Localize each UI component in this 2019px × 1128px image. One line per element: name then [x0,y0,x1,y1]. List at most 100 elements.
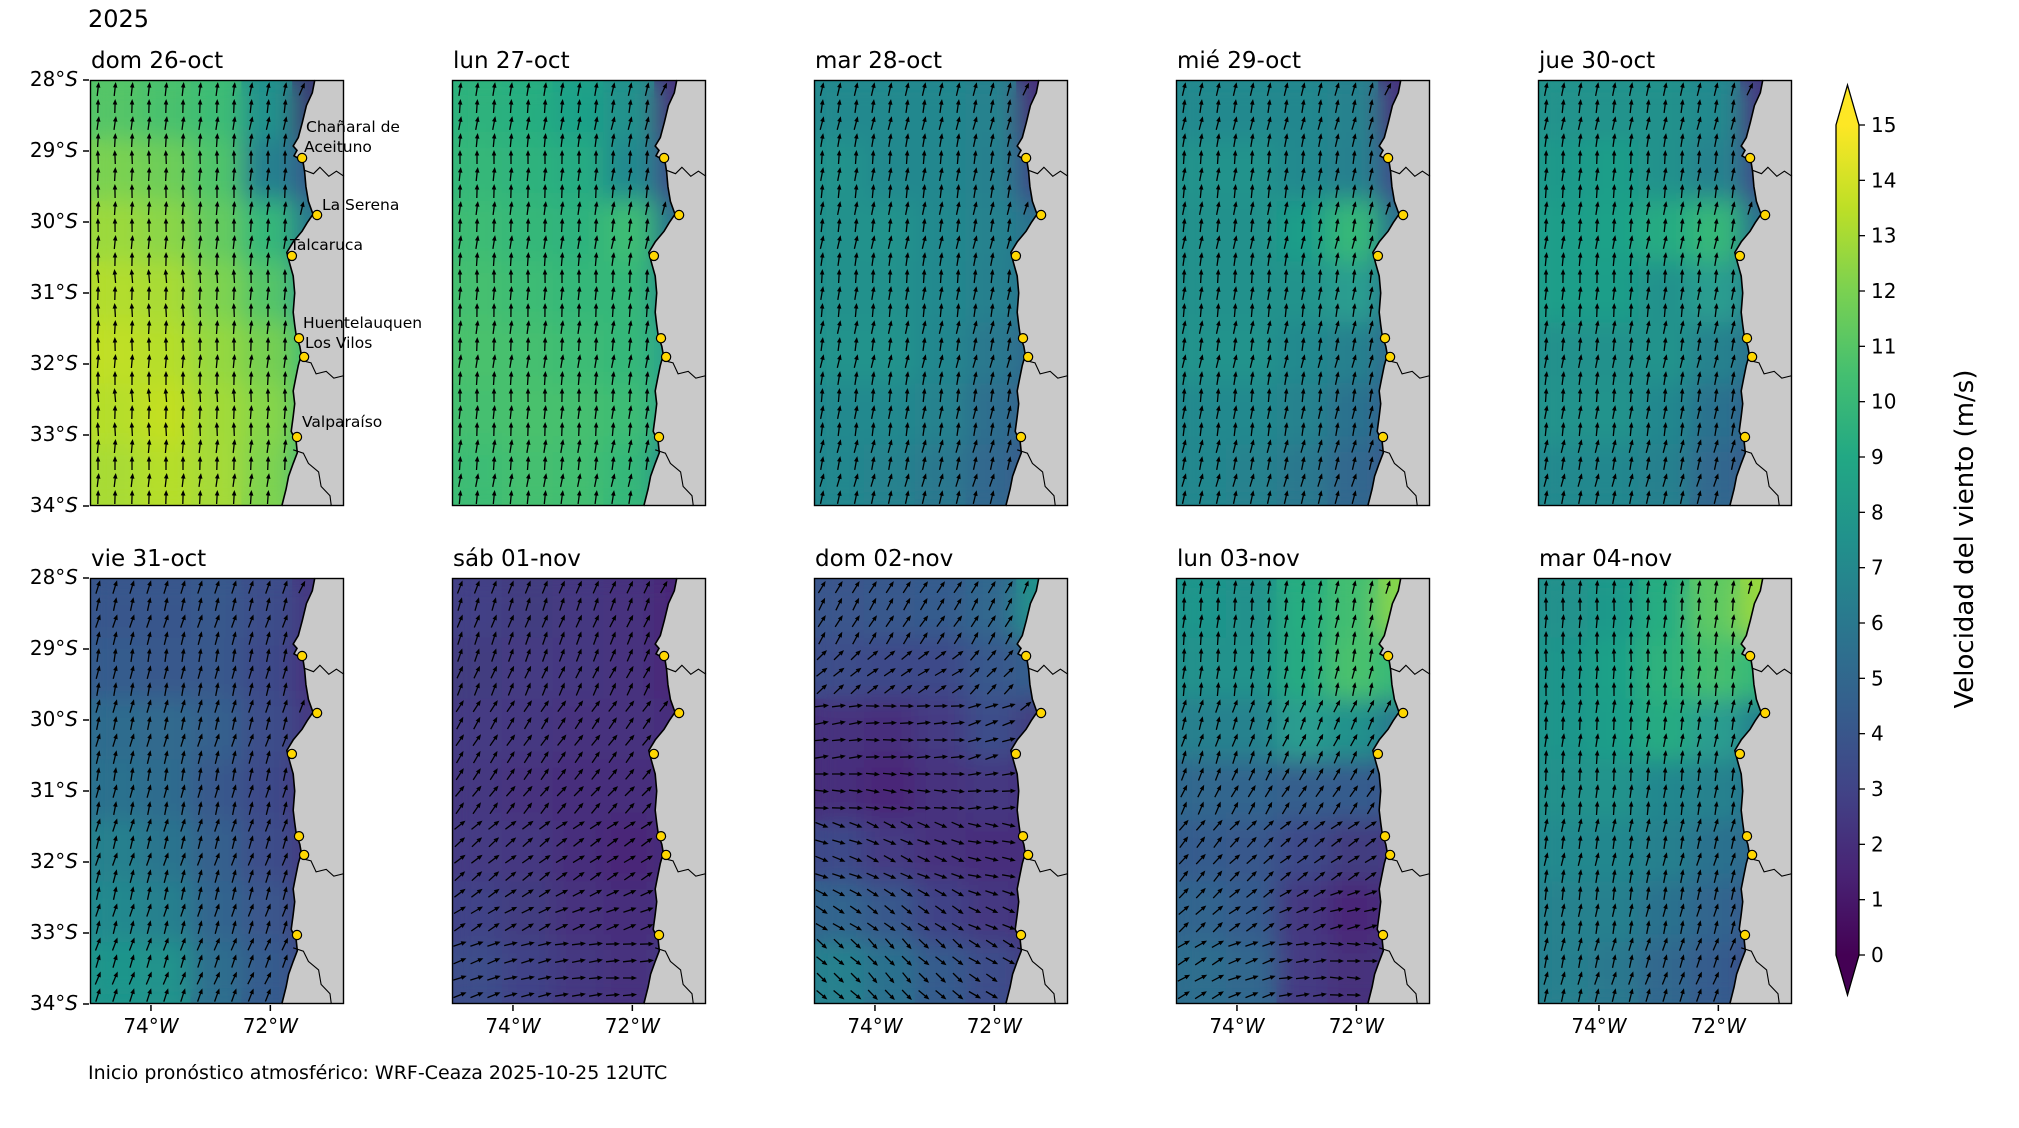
year-label: 2025 [88,5,150,33]
colorbar-tick-label: 9 [1871,445,1884,469]
lat-tick-label: 30°S [29,707,78,731]
colorbar-tick-label: 15 [1871,113,1896,137]
region-border [662,359,707,379]
region-border [300,359,345,379]
region-border [1390,166,1431,178]
land-mask [281,80,344,506]
station-marker [653,929,665,941]
region-border [1017,947,1056,1005]
panel-title: vie 31-oct [91,546,207,572]
lat-tick-label: 34°S [29,493,78,517]
station-marker [1734,250,1746,262]
station-label: Valparaíso [302,413,382,431]
station-marker [1397,209,1409,221]
station-label: Aceituno [304,138,372,156]
region-border [1024,359,1069,379]
colorbar-tick-label: 13 [1871,224,1896,248]
coastline [281,577,316,1005]
coastline [1367,577,1402,1005]
colorbar-tick-label: 14 [1871,168,1896,192]
colorbar-tick-label: 10 [1871,390,1896,414]
wind-map [83,577,345,1011]
lon-tick-label: 74°W [485,1014,541,1038]
wind-map [1537,79,1793,507]
region-border [300,857,345,877]
wind-map: Chañaral de Aceituno La Serena Talcaruca Hue… [83,79,422,507]
lat-tick-label: 28°S [29,67,78,91]
station-marker [653,431,665,443]
station-marker [660,351,672,363]
lon-tick-label: 74°W [123,1014,179,1038]
wind-arrows [1181,82,1392,504]
station-marker [1741,831,1753,842]
coastline [1005,79,1040,507]
coastline [643,577,678,1005]
lat-tick-label: 29°S [29,636,78,660]
region-border [662,857,707,877]
lat-tick-label: 32°S [29,351,78,375]
station-marker [296,152,308,164]
station-label: Talcaruca [289,236,363,254]
station-marker [1017,333,1029,344]
region-border [1028,664,1069,676]
station-marker [1746,351,1758,363]
station-marker [1010,748,1022,760]
land-mask [281,578,344,1004]
station-marker [648,250,660,262]
station-marker [1022,351,1034,363]
station-marker [293,333,305,344]
panel-title: mar 04-nov [1539,546,1673,572]
region-border [1028,166,1069,178]
region-border [1748,359,1793,379]
station-marker [673,209,685,221]
land-mask [1005,80,1068,506]
lon-tick-label: 72°W [242,1014,298,1038]
wind-arrows [1543,82,1753,505]
region-border [1017,449,1056,507]
region-border [1741,947,1780,1005]
station-marker [291,929,303,941]
station-marker [293,831,305,842]
colorbar-tick-label: 3 [1871,777,1884,801]
panel-title: lun 03-nov [1177,546,1300,572]
coastline [1729,577,1764,1005]
lat-tick-label: 33°S [29,920,78,944]
station-marker [311,707,323,719]
land-mask [1005,578,1068,1004]
station-marker [655,831,667,842]
lat-tick-label: 30°S [29,209,78,233]
lat-tick-label: 28°S [29,565,78,589]
land-mask [1367,80,1430,506]
land-mask [1729,80,1792,506]
coastline [1729,79,1764,507]
region-border [655,947,694,1005]
station-marker [1379,831,1391,842]
land-mask [1367,578,1430,1004]
coastline [1367,79,1402,507]
wind-arrows [819,82,1029,504]
colorbar-tick-label: 5 [1871,666,1884,690]
region-border [1752,664,1793,676]
lon-tick-label: 72°W [1328,1014,1384,1038]
station-label: Los Vilos [305,334,372,352]
lon-tick-label: 74°W [847,1014,903,1038]
lat-tick-label: 29°S [29,138,78,162]
land-mask [643,80,706,506]
colorbar-tick-label: 2 [1871,832,1884,856]
lat-tick-label: 31°S [29,280,78,304]
station-marker [1739,431,1751,443]
region-border [1386,359,1431,379]
station-label: Huentelauquen [303,314,422,332]
region-border [1024,857,1069,877]
region-border [304,166,345,178]
panel-title: mar 28-oct [815,48,942,74]
station-marker [1035,209,1047,221]
station-marker [655,333,667,344]
region-border [655,449,694,507]
lat-tick-label: 33°S [29,422,78,446]
colorbar-tick-label: 1 [1871,888,1884,912]
panel-title: jue 30-oct [1539,48,1656,74]
colorbar-tick-label: 6 [1871,611,1884,635]
